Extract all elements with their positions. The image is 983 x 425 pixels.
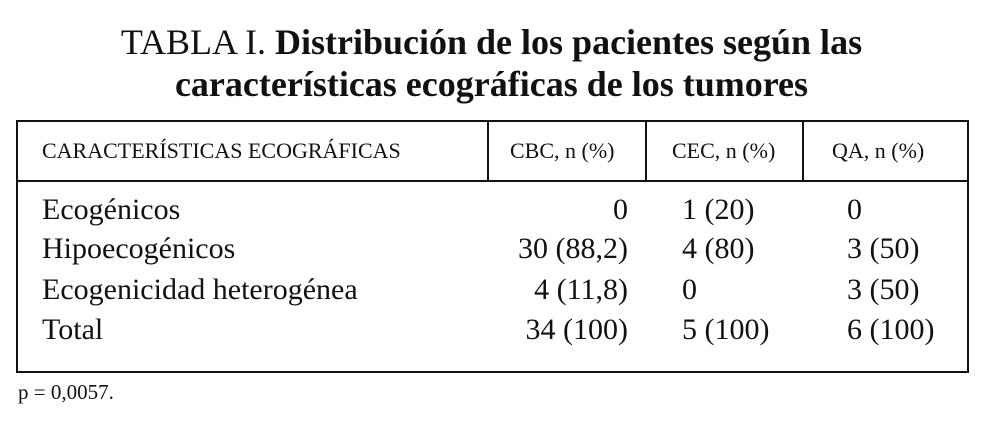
table-cell: 1 (20) [682, 193, 755, 226]
table-cell: 0 [613, 193, 628, 226]
table-cell: 30 (88,2) [518, 232, 628, 265]
table-cell: 4 (11,8) [534, 273, 628, 306]
table-cell: 0 [847, 193, 862, 226]
table-cell: 6 (100) [847, 313, 935, 346]
row-label: Ecogenicidad heterogénea [42, 273, 358, 306]
table-cell: 3 (50) [847, 232, 920, 265]
table-cell: 0 [682, 273, 697, 306]
column-header: CBC, n (%) [510, 138, 615, 163]
table-cell: 5 (100) [682, 313, 770, 346]
column-rule [645, 122, 647, 180]
column-header: CARACTERÍSTICAS ECOGRÁFICAS [42, 138, 401, 163]
footnote: p = 0,0057. [18, 380, 114, 404]
title-line: TABLA I. Distribución de los pacientes s… [0, 22, 983, 62]
header-rule [18, 180, 967, 182]
column-header: QA, n (%) [832, 138, 925, 163]
title-text: Distribución de los pacientes según las [275, 22, 863, 62]
row-label: Hipoecogénicos [42, 232, 236, 265]
table-cell: 4 (80) [682, 232, 755, 265]
column-rule [487, 122, 489, 180]
table-frame [16, 120, 969, 373]
row-label: Total [42, 313, 104, 346]
title-label: TABLA I. [120, 22, 267, 62]
table-cell: 34 (100) [525, 313, 628, 346]
column-rule [802, 122, 804, 180]
row-label: Ecogénicos [42, 193, 181, 226]
title-text: características ecográficas de los tumor… [174, 64, 809, 104]
column-header: CEC, n (%) [672, 138, 776, 163]
table-cell: 3 (50) [847, 273, 920, 306]
title-line: características ecográficas de los tumor… [0, 64, 983, 104]
